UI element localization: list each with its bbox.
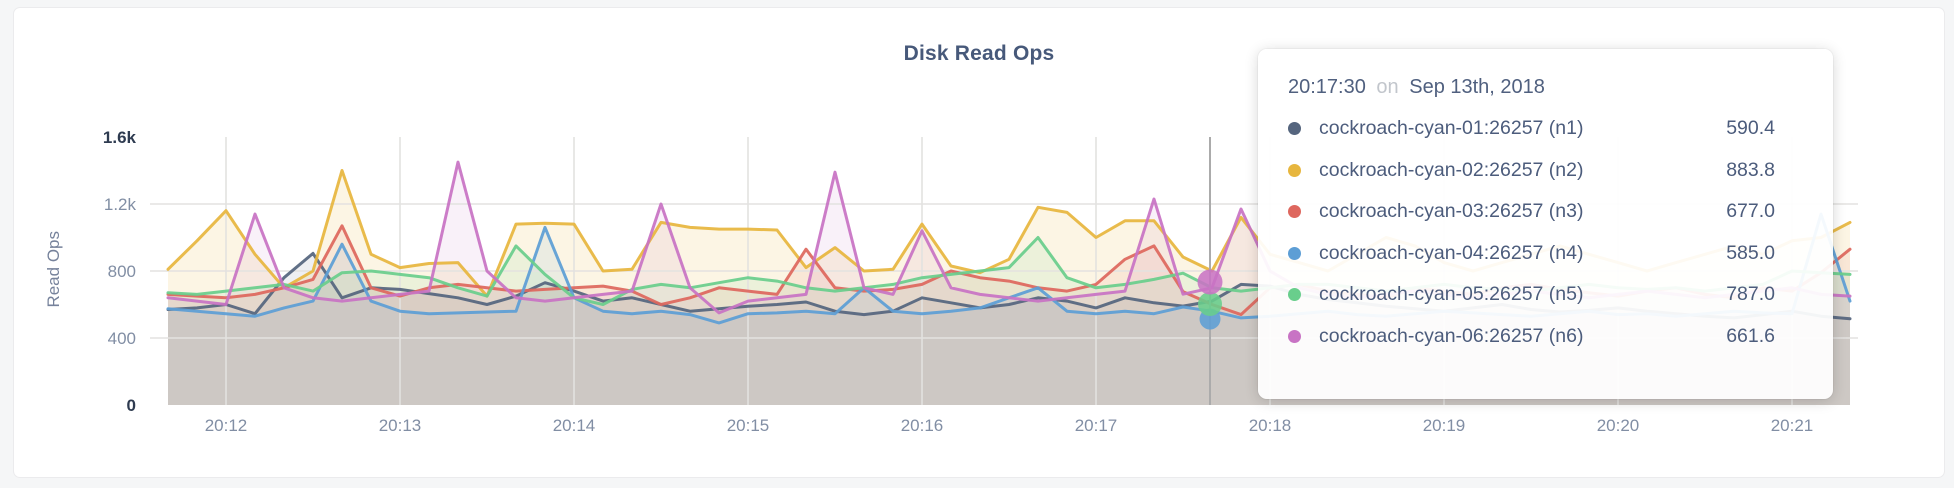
x-tick-label: 20:15 xyxy=(727,416,770,435)
y-tick-label: 1.6k xyxy=(103,128,137,147)
series-color-dot xyxy=(1288,122,1301,136)
series-color-dot xyxy=(1288,205,1301,219)
series-value: 585.0 xyxy=(1726,241,1775,264)
series-color-dot xyxy=(1288,288,1301,302)
series-name: cockroach-cyan-04:26257 (n4) xyxy=(1319,241,1584,264)
tooltip-header: 20:17:30 on Sep 13th, 2018 xyxy=(1288,76,1803,99)
chart-title: Disk Read Ops xyxy=(903,42,1055,65)
series-color-dot xyxy=(1288,329,1301,343)
series-name: cockroach-cyan-06:26257 (n6) xyxy=(1319,324,1584,347)
y-tick-label: 1.2k xyxy=(104,195,137,214)
tooltip-rows: cockroach-cyan-01:26257 (n1) 590.4 cockroa… xyxy=(1288,108,1775,357)
tooltip-date: Sep 13th, 2018 xyxy=(1409,76,1545,98)
series-name: cockroach-cyan-02:26257 (n2) xyxy=(1319,158,1584,181)
x-tick-label: 20:13 xyxy=(379,416,422,435)
tooltip-series-row: cockroach-cyan-01:26257 (n1) 590.4 xyxy=(1288,108,1775,150)
x-tick-label: 20:17 xyxy=(1075,416,1118,435)
x-tick-label: 20:14 xyxy=(553,416,596,435)
series-name: cockroach-cyan-05:26257 (n5) xyxy=(1319,283,1584,306)
hover-tooltip: 20:17:30 on Sep 13th, 2018 cockroach-cya… xyxy=(1258,49,1833,399)
tooltip-series-row: cockroach-cyan-03:26257 (n3) 677.0 xyxy=(1288,191,1775,233)
series-value: 661.6 xyxy=(1726,324,1775,347)
tooltip-series-row: cockroach-cyan-04:26257 (n4) 585.0 xyxy=(1288,233,1775,275)
series-value: 590.4 xyxy=(1726,117,1775,140)
series-name: cockroach-cyan-03:26257 (n3) xyxy=(1319,200,1584,223)
x-tick-label: 20:21 xyxy=(1771,416,1814,435)
tooltip-series-row: cockroach-cyan-02:26257 (n2) 883.8 xyxy=(1288,150,1775,192)
hover-point-n5 xyxy=(1198,292,1222,316)
tooltip-time: 20:17:30 xyxy=(1288,76,1366,98)
y-tick-label: 800 xyxy=(108,262,136,281)
x-tick-label: 20:20 xyxy=(1597,416,1640,435)
y-tick-label: 0 xyxy=(127,396,136,415)
hover-point-n6 xyxy=(1197,269,1223,295)
x-tick-label: 20:19 xyxy=(1423,416,1466,435)
x-tick-label: 20:16 xyxy=(901,416,944,435)
series-color-dot xyxy=(1288,163,1301,177)
x-tick-label: 20:18 xyxy=(1249,416,1292,435)
tooltip-series-row: cockroach-cyan-05:26257 (n5) 787.0 xyxy=(1288,274,1775,316)
series-value: 883.8 xyxy=(1726,158,1775,181)
y-tick-label: 400 xyxy=(108,329,136,348)
x-tick-label: 20:12 xyxy=(205,416,248,435)
series-value: 787.0 xyxy=(1726,283,1775,306)
tooltip-series-row: cockroach-cyan-06:26257 (n6) 661.6 xyxy=(1288,316,1775,358)
series-color-dot xyxy=(1288,246,1301,260)
series-value: 677.0 xyxy=(1726,200,1775,223)
series-name: cockroach-cyan-01:26257 (n1) xyxy=(1319,117,1584,140)
tooltip-conjunction: on xyxy=(1376,76,1399,98)
